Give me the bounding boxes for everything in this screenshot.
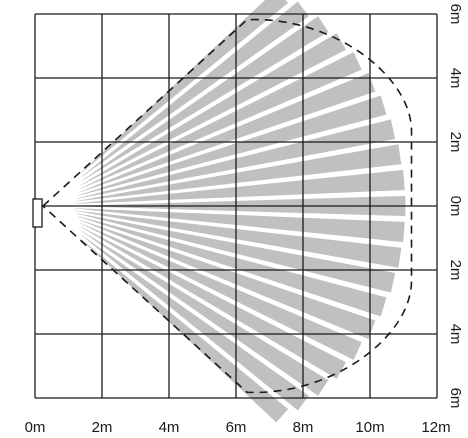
detection-zone-beam <box>79 73 376 193</box>
y-axis-label-2m-top: 2m <box>447 132 464 153</box>
x-axis-label-2m: 2m <box>92 419 113 436</box>
sensor-icon <box>32 198 43 228</box>
detection-zone-beam <box>73 208 405 243</box>
detection-zone-beam <box>80 223 362 360</box>
y-axis-label-4m-bottom: 4m <box>447 324 464 345</box>
grid-lines <box>34 13 438 399</box>
x-axis-label-0m: 0m <box>25 419 46 436</box>
x-axis-label-4m: 4m <box>159 419 180 436</box>
y-axis-label-2m-bottom: 2m <box>447 260 464 281</box>
y-axis-label-4m-top: 4m <box>447 68 464 89</box>
coverage-outline <box>41 18 413 394</box>
detection-zone-beam <box>81 1 309 178</box>
detection-zone-beam <box>81 234 309 411</box>
detection-zone-beam <box>80 52 362 189</box>
x-axis-label-12m: 12m <box>421 419 450 436</box>
detection-zone-beam <box>73 169 405 204</box>
x-axis-label-8m: 8m <box>293 419 314 436</box>
detection-zone-beam <box>78 216 387 317</box>
y-axis-label-6m-bottom: 6m <box>447 388 464 409</box>
detection-zone-beam <box>80 226 346 379</box>
y-axis-label-0m: 0m <box>447 196 464 217</box>
detection-zone-beam <box>75 210 402 268</box>
detection-zone-beam <box>81 230 329 396</box>
detection-zone-beam <box>79 219 376 339</box>
x-axis-label-10m: 10m <box>355 419 384 436</box>
x-axis-label-6m: 6m <box>226 419 247 436</box>
y-axis-label-6m-top: 6m <box>447 4 464 25</box>
detection-zone-beam <box>75 144 402 202</box>
detection-zone-beam <box>81 16 329 182</box>
detection-zone-beam <box>78 95 387 196</box>
detection-zone-beam <box>80 33 346 186</box>
